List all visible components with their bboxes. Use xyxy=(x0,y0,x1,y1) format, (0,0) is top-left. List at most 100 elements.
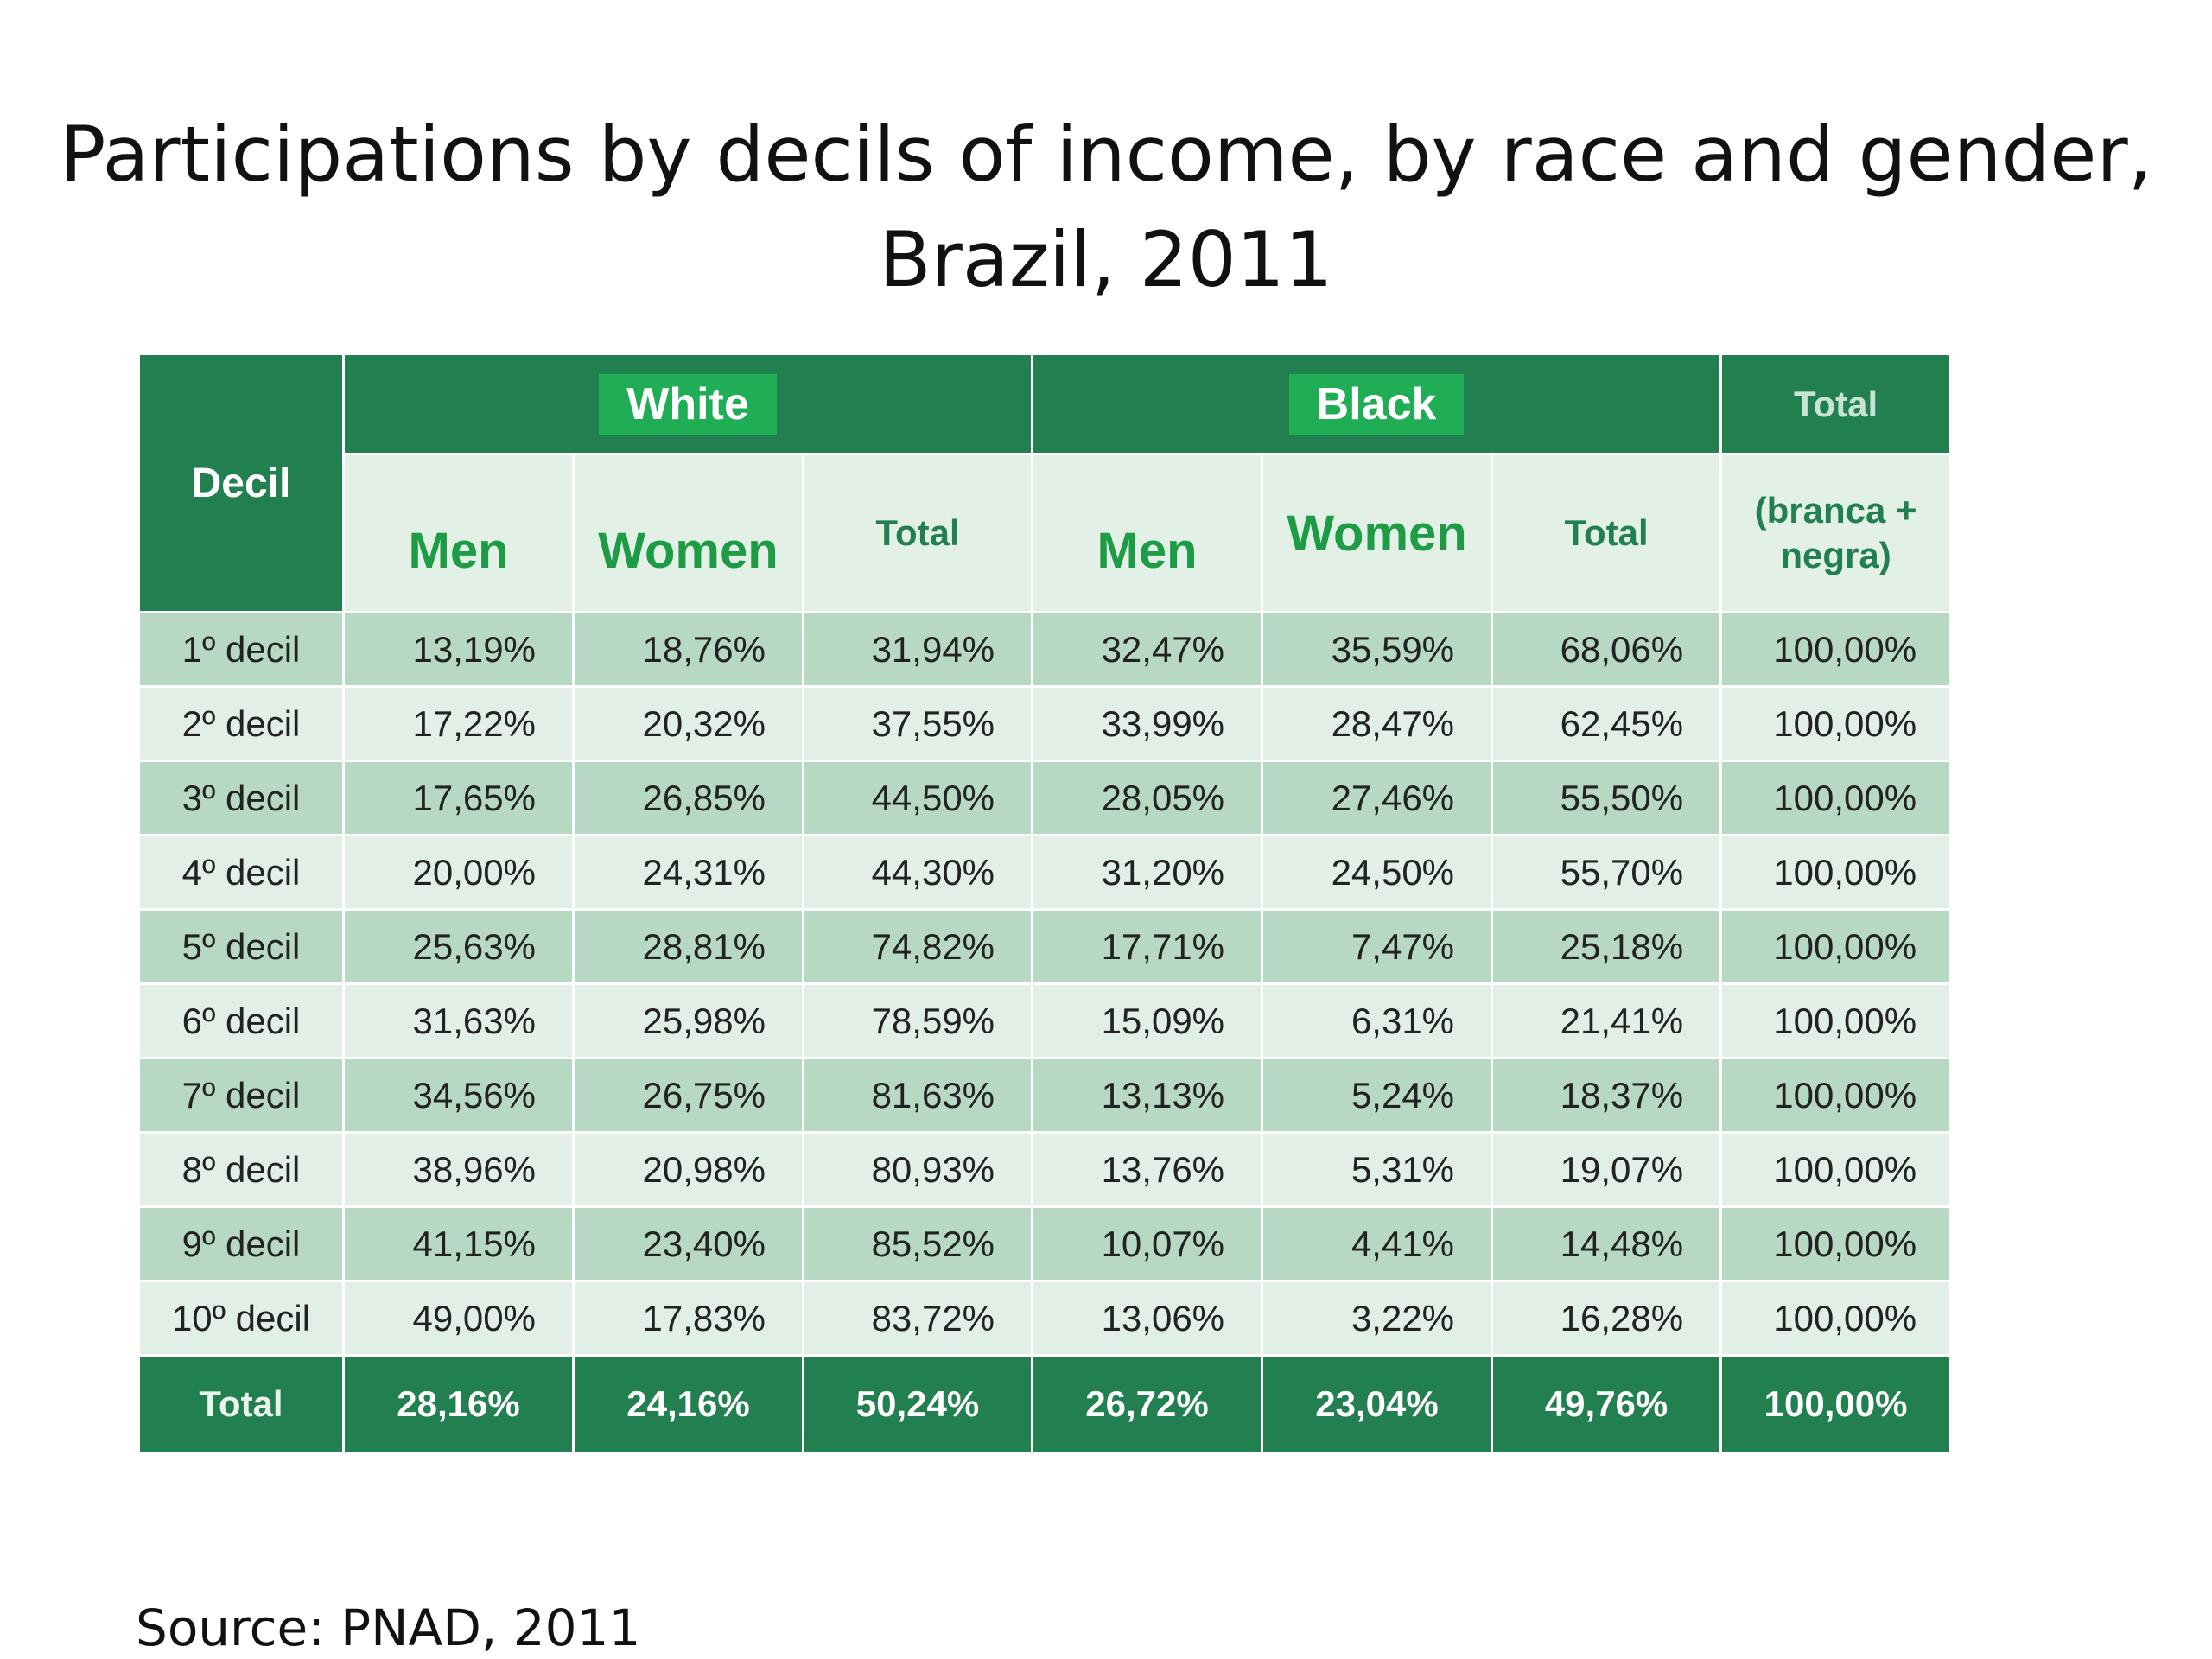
total-cell: 100,00% xyxy=(1719,834,1953,911)
table-row: 1º decil 13,19% 18,76% 31,94% 32,47% 35,… xyxy=(137,611,1953,688)
black-women-cell: 5,24% xyxy=(1261,1057,1494,1134)
table-row: 3º decil 17,65% 26,85% 44,50% 28,05% 27,… xyxy=(137,760,1953,836)
white-men-cell: 17,22% xyxy=(342,685,575,762)
black-total-cell: 55,70% xyxy=(1491,834,1723,911)
black-men-cell: 28,05% xyxy=(1031,760,1264,836)
total-group-header: Total xyxy=(1719,353,1953,455)
black-total-cell: 55,50% xyxy=(1491,760,1723,836)
white-men-cell: 25,63% xyxy=(342,908,575,985)
white-label: White xyxy=(599,373,777,435)
white-men-cell: 17,65% xyxy=(342,760,575,836)
total-white-women: 24,16% xyxy=(572,1354,804,1454)
white-men-cell: 41,15% xyxy=(342,1205,575,1282)
total-grand: 100,00% xyxy=(1719,1354,1953,1454)
page-title: Participations by decils of income, by r… xyxy=(0,102,2212,313)
decil-cell: 8º decil xyxy=(137,1131,345,1208)
decil-cell: 4º decil xyxy=(137,834,345,911)
total-cell: 100,00% xyxy=(1719,1057,1953,1134)
white-total-cell: 44,30% xyxy=(801,834,1034,911)
table-row: 2º decil 17,22% 20,32% 37,55% 33,99% 28,… xyxy=(137,685,1953,762)
white-women-cell: 26,75% xyxy=(572,1057,804,1134)
white-total-cell: 78,59% xyxy=(801,982,1034,1059)
white-total-cell: 85,52% xyxy=(801,1205,1034,1282)
white-men-cell: 31,63% xyxy=(342,982,575,1059)
black-women-cell: 7,47% xyxy=(1261,908,1494,985)
white-men-cell: 34,56% xyxy=(342,1057,575,1134)
black-total-cell: 68,06% xyxy=(1491,611,1723,688)
black-women-cell: 28,47% xyxy=(1261,685,1494,762)
black-men-cell: 32,47% xyxy=(1031,611,1264,688)
white-women-header: Women xyxy=(572,453,804,613)
total-black-men: 26,72% xyxy=(1031,1354,1264,1454)
white-total-cell: 37,55% xyxy=(801,685,1034,762)
black-total-cell: 16,28% xyxy=(1491,1280,1723,1357)
white-men-cell: 20,00% xyxy=(342,834,575,911)
white-men-cell: 38,96% xyxy=(342,1131,575,1208)
white-women-cell: 18,76% xyxy=(572,611,804,688)
black-women-cell: 4,41% xyxy=(1261,1205,1494,1282)
white-total-cell: 74,82% xyxy=(801,908,1034,985)
decil-table: Decil White Black Total Men Women Total … xyxy=(137,353,1953,1454)
white-total-cell: 80,93% xyxy=(801,1131,1034,1208)
decil-cell: 7º decil xyxy=(137,1057,345,1134)
table-row: 5º decil 25,63% 28,81% 74,82% 17,71% 7,4… xyxy=(137,908,1953,985)
total-white-men: 28,16% xyxy=(342,1354,575,1454)
black-men-cell: 17,71% xyxy=(1031,908,1264,985)
black-men-cell: 10,07% xyxy=(1031,1205,1264,1282)
black-women-cell: 3,22% xyxy=(1261,1280,1494,1357)
decil-header: Decil xyxy=(137,353,345,613)
black-women-cell: 35,59% xyxy=(1261,611,1494,688)
black-total-header: Total xyxy=(1491,453,1723,613)
white-group-header: White xyxy=(341,353,1034,455)
black-total-cell: 21,41% xyxy=(1491,982,1723,1059)
black-total-cell: 19,07% xyxy=(1491,1131,1723,1208)
white-women-cell: 20,98% xyxy=(572,1131,804,1208)
black-men-cell: 13,06% xyxy=(1031,1280,1264,1357)
total-cell: 100,00% xyxy=(1719,1131,1953,1208)
white-women-cell: 23,40% xyxy=(572,1205,804,1282)
total-cell: 100,00% xyxy=(1719,908,1953,985)
source-note: Source: PNAD, 2011 xyxy=(136,1599,641,1657)
decil-cell: 9º decil xyxy=(137,1205,345,1282)
white-women-cell: 17,83% xyxy=(572,1280,804,1357)
total-cell: 100,00% xyxy=(1719,685,1953,762)
black-women-cell: 27,46% xyxy=(1261,760,1494,836)
title-line-1: Participations by decils of income, by r… xyxy=(60,110,2152,199)
table-row: 9º decil 41,15% 23,40% 85,52% 10,07% 4,4… xyxy=(137,1205,1953,1282)
black-men-header: Men xyxy=(1031,453,1264,613)
total-cell: 100,00% xyxy=(1719,1205,1953,1282)
decil-cell: 2º decil xyxy=(137,685,345,762)
total-black-women: 23,04% xyxy=(1261,1354,1494,1454)
black-women-cell: 5,31% xyxy=(1261,1131,1494,1208)
black-men-cell: 31,20% xyxy=(1031,834,1264,911)
total-sub-header: (branca + negra) xyxy=(1719,453,1953,613)
white-men-header: Men xyxy=(342,453,575,613)
black-label: Black xyxy=(1288,373,1465,435)
black-women-header: Women xyxy=(1261,453,1494,613)
table-row: 6º decil 31,63% 25,98% 78,59% 15,09% 6,3… xyxy=(137,982,1953,1059)
total-cell: 100,00% xyxy=(1719,1280,1953,1357)
black-total-cell: 18,37% xyxy=(1491,1057,1723,1134)
black-men-cell: 33,99% xyxy=(1031,685,1264,762)
black-women-cell: 24,50% xyxy=(1261,834,1494,911)
white-men-cell: 13,19% xyxy=(342,611,575,688)
decil-cell: 6º decil xyxy=(137,982,345,1059)
black-total-cell: 14,48% xyxy=(1491,1205,1723,1282)
black-men-cell: 15,09% xyxy=(1031,982,1264,1059)
total-row-label: Total xyxy=(137,1354,345,1454)
black-total-cell: 62,45% xyxy=(1491,685,1723,762)
white-total-cell: 44,50% xyxy=(801,760,1034,836)
title-line-2: Brazil, 2011 xyxy=(879,215,1333,304)
white-total-cell: 83,72% xyxy=(801,1280,1034,1357)
black-men-cell: 13,13% xyxy=(1031,1057,1264,1134)
total-black-total: 49,76% xyxy=(1491,1354,1723,1454)
white-women-cell: 20,32% xyxy=(572,685,804,762)
total-white-total: 50,24% xyxy=(801,1354,1034,1454)
black-total-cell: 25,18% xyxy=(1491,908,1723,985)
table-row: 8º decil 38,96% 20,98% 80,93% 13,76% 5,3… xyxy=(137,1131,1953,1208)
table-row: 10º decil 49,00% 17,83% 83,72% 13,06% 3,… xyxy=(137,1280,1953,1357)
total-row: Total 28,16% 24,16% 50,24% 26,72% 23,04%… xyxy=(137,1354,1953,1454)
table-row: 4º decil 20,00% 24,31% 44,30% 31,20% 24,… xyxy=(137,834,1953,911)
decil-cell: 3º decil xyxy=(137,760,345,836)
black-men-cell: 13,76% xyxy=(1031,1131,1264,1208)
